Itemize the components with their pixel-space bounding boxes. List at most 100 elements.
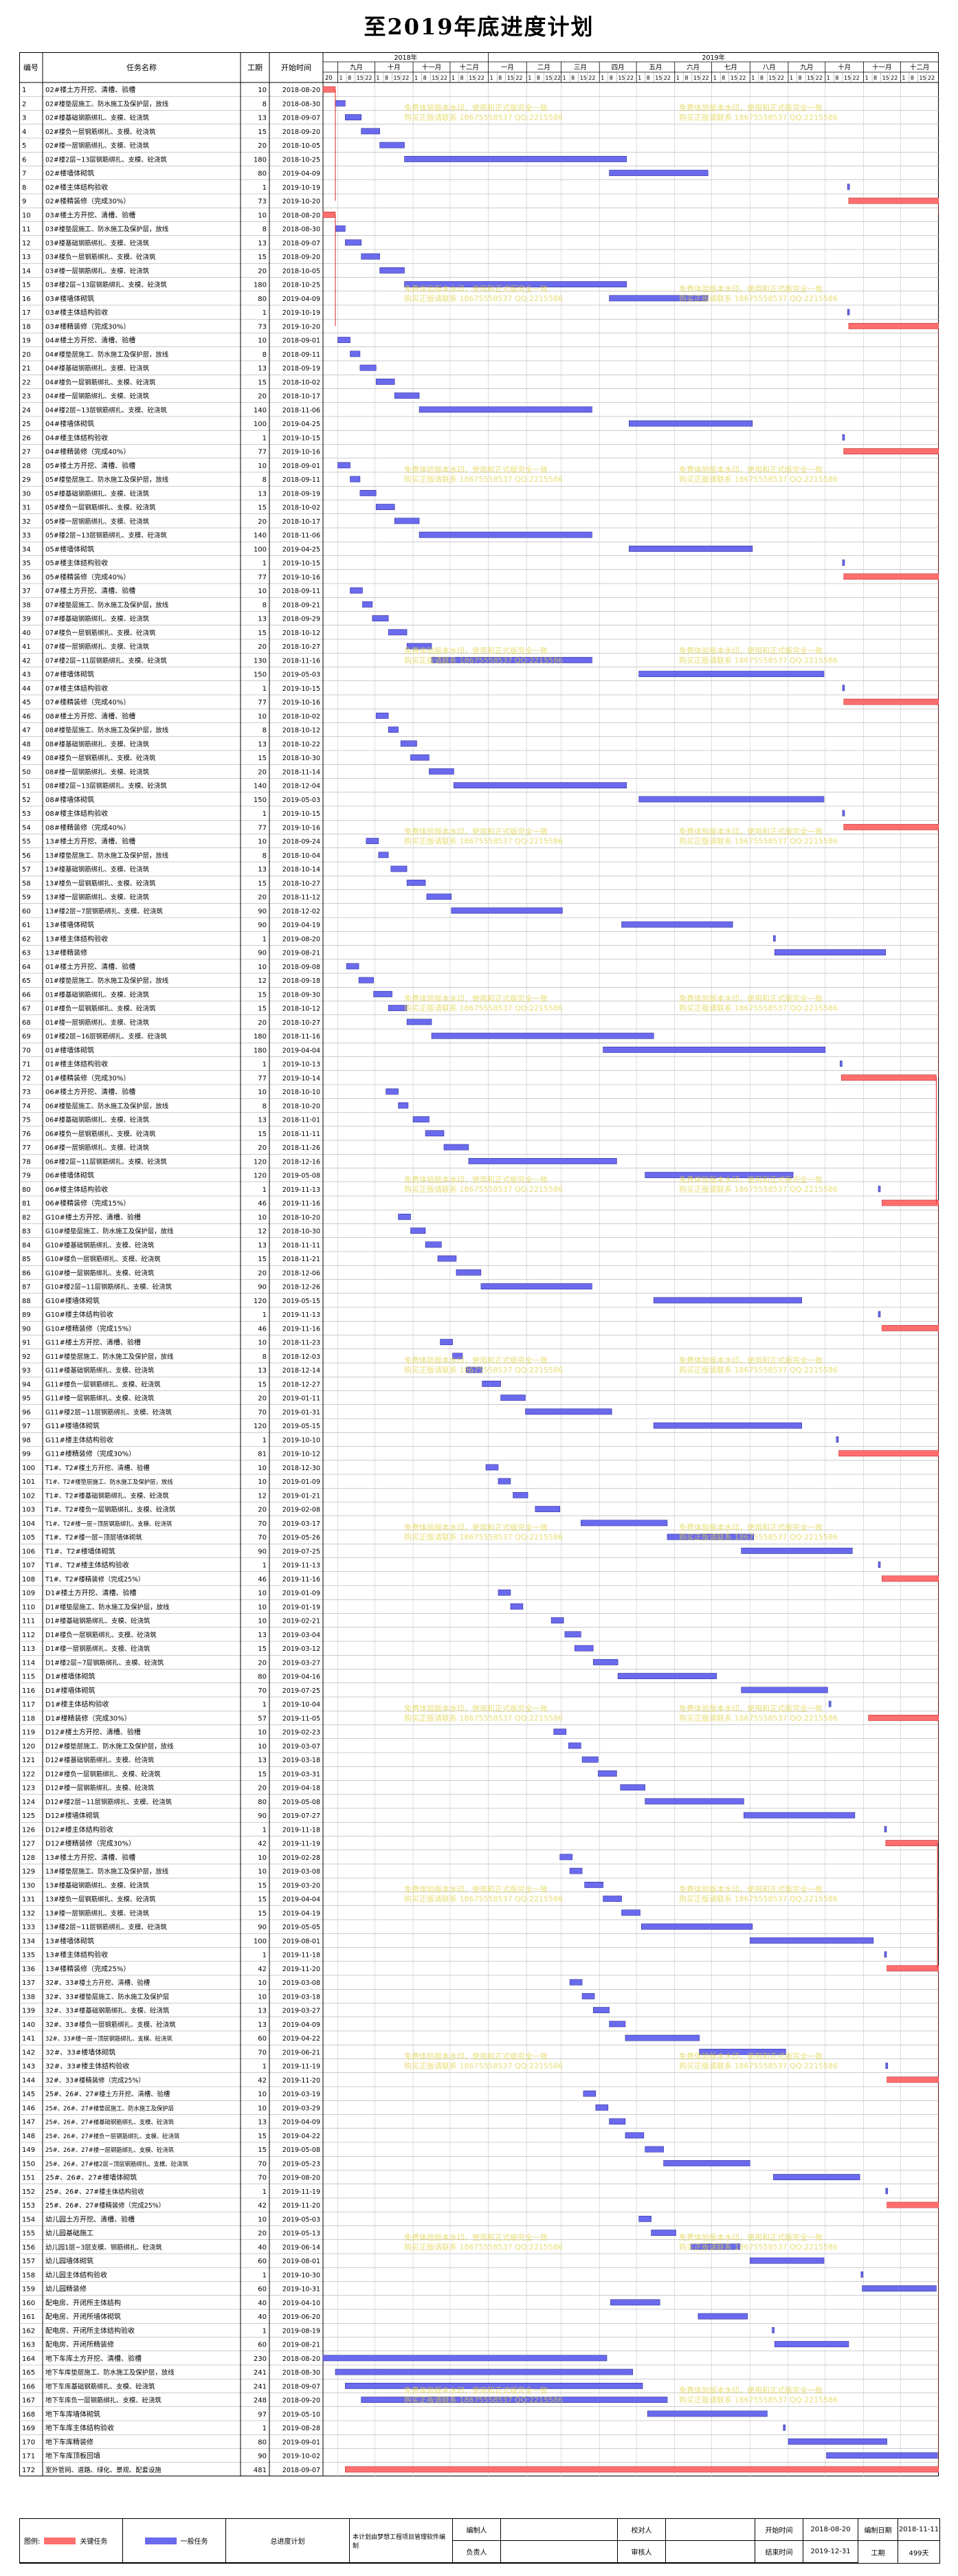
task-no: 96 — [22, 1409, 31, 1417]
watermark-line2: 购买正版请联系 18675558537 QQ:2215586 — [679, 2395, 838, 2405]
task-no: 25 — [22, 421, 31, 428]
task-name: T1#、T2#楼基础钢筋绑扎、支模、砼浇筑 — [45, 1491, 169, 1500]
tick-label: 15 — [618, 75, 625, 81]
task-duration: 1 — [263, 309, 267, 317]
task-name: 03#楼一层钢筋绑扎、支模、砼浇筑 — [45, 267, 150, 275]
task-no: 145 — [22, 2091, 35, 2098]
legend: 图例: 关键任务 — [20, 2519, 123, 2563]
tick-label: 15 — [655, 75, 662, 81]
task-bar — [345, 2382, 643, 2389]
task-name: 04#楼一层钢筋绑扎、支模、砼浇筑 — [45, 392, 150, 401]
task-bar — [862, 2285, 937, 2292]
task-name: 01#楼土方开挖、清槽、验槽 — [45, 962, 135, 971]
task-name: 01#楼墙体砌筑 — [45, 1045, 94, 1054]
task-name: G11#楼2层~11层钢筋绑扎、支模、砼浇筑 — [45, 1408, 172, 1417]
task-duration: 1 — [263, 1701, 267, 1709]
task-duration: 13 — [258, 2119, 267, 2127]
task-bar — [359, 364, 377, 371]
task-start: 2019-06-14 — [282, 2244, 320, 2252]
task-start: 2018-11-16 — [282, 1033, 320, 1041]
task-duration: 46 — [258, 1325, 267, 1333]
task-bar — [361, 253, 380, 260]
watermark-line2: 购买正版请联系 18675558537 QQ:2215586 — [679, 474, 838, 484]
task-no: 43 — [22, 671, 31, 679]
task-name: 配电房、开闭所精装修 — [45, 2340, 114, 2349]
task-no: 63 — [22, 950, 31, 957]
task-name: 02#楼2层~13层钢筋绑扎、支模、砼浇筑 — [45, 155, 167, 164]
task-no: 66 — [22, 991, 31, 999]
task-duration: 140 — [254, 532, 267, 540]
task-name: 04#楼基础钢筋绑扎、支模、砼浇筑 — [45, 364, 150, 373]
task-start: 2019-04-10 — [282, 2300, 320, 2307]
task-duration: 1 — [263, 1952, 267, 1959]
month-label: 一月 — [501, 64, 514, 71]
task-start: 2018-09-20 — [282, 2397, 320, 2405]
task-start: 2018-12-02 — [282, 908, 320, 915]
tick-label: 8 — [571, 75, 575, 81]
task-duration: 15 — [258, 1006, 267, 1013]
task-name: 25#、26#、27#楼精装修（完成25%） — [45, 2201, 165, 2210]
task-duration: 70 — [258, 1520, 267, 1528]
task-duration: 15 — [258, 1770, 267, 1778]
task-start: 2018-09-01 — [282, 463, 320, 470]
task-bar — [419, 531, 592, 538]
task-no: 123 — [22, 1785, 35, 1792]
task-start: 2019-05-08 — [282, 1799, 320, 1806]
task-name: 04#楼墙体砌筑 — [45, 419, 94, 428]
task-no: 100 — [22, 1465, 35, 1472]
task-name: 08#楼基础钢筋绑扎、支模、砼浇筑 — [45, 740, 150, 748]
task-bar — [878, 1311, 881, 1318]
task-bar — [878, 1186, 881, 1192]
tick-label: 1 — [563, 75, 566, 81]
task-name: D12#楼主体结构验收 — [45, 1825, 113, 1834]
task-bar — [550, 1617, 564, 1624]
tick-label: 22 — [777, 75, 784, 81]
task-start: 2019-10-14 — [282, 1075, 320, 1082]
task-start: 2018-10-27 — [282, 880, 320, 887]
task-start: 2019-05-03 — [282, 2216, 320, 2223]
task-duration: 97 — [258, 2411, 267, 2419]
task-bar — [553, 1729, 567, 1735]
task-name: 02#楼墙体砌筑 — [45, 169, 94, 178]
task-start: 2019-03-08 — [282, 1868, 320, 1876]
task-name: 01#楼一层钢筋绑扎、支模、砼浇筑 — [45, 1019, 150, 1027]
task-name: 07#楼垫层施工、防水施工及保护层，放线 — [45, 601, 169, 609]
task-duration: 15 — [258, 1896, 267, 1904]
task-bar — [366, 838, 379, 845]
task-bar — [617, 1673, 717, 1680]
task-duration: 15 — [258, 379, 267, 386]
task-start: 2018-09-20 — [282, 254, 320, 261]
task-bar — [437, 1255, 457, 1262]
task-bar — [884, 1951, 887, 1958]
task-duration: 90 — [258, 2453, 267, 2461]
task-duration: 20 — [258, 142, 267, 150]
task-bar — [375, 504, 395, 511]
task-start: 2018-10-30 — [282, 1228, 320, 1236]
year-label-2018: 2018年 — [394, 54, 417, 62]
tick-label: 22 — [478, 75, 484, 81]
task-duration: 20 — [258, 643, 267, 651]
task-duration: 1 — [263, 935, 267, 943]
watermark-line2: 购买正版请联系 18675558537 QQ:2215586 — [679, 836, 838, 846]
task-start: 2018-09-18 — [282, 977, 320, 985]
duration-label: 工期 — [858, 2541, 898, 2563]
task-bar — [335, 2368, 633, 2375]
task-name: 32#、33#楼负一层钢筋绑扎、支模、砼浇筑 — [45, 2021, 176, 2029]
task-no: 105 — [22, 1534, 35, 1542]
task-no: 46 — [22, 713, 31, 720]
task-name: 13#楼负一层钢筋绑扎、支模、砼浇筑 — [45, 879, 156, 887]
compiled-by-value — [501, 2519, 618, 2541]
month-label: 十月 — [388, 63, 401, 71]
task-start: 2019-11-16 — [282, 1576, 320, 1584]
task-start: 2018-08-20 — [282, 212, 320, 219]
task-bar — [468, 1157, 617, 1164]
task-duration: 12 — [258, 1228, 267, 1236]
month-label: 二月 — [537, 64, 550, 71]
watermark-line1: 免费体验版本水印，使用和正式版完全一致 — [679, 1522, 823, 1532]
task-name: 13#楼精装修 — [45, 948, 87, 957]
task-duration: 180 — [254, 156, 267, 164]
task-duration: 80 — [258, 2439, 267, 2446]
task-name: 13#楼墙体砌筑 — [45, 1936, 94, 1945]
task-start: 2019-10-15 — [282, 560, 320, 568]
task-no: 124 — [22, 1799, 35, 1806]
